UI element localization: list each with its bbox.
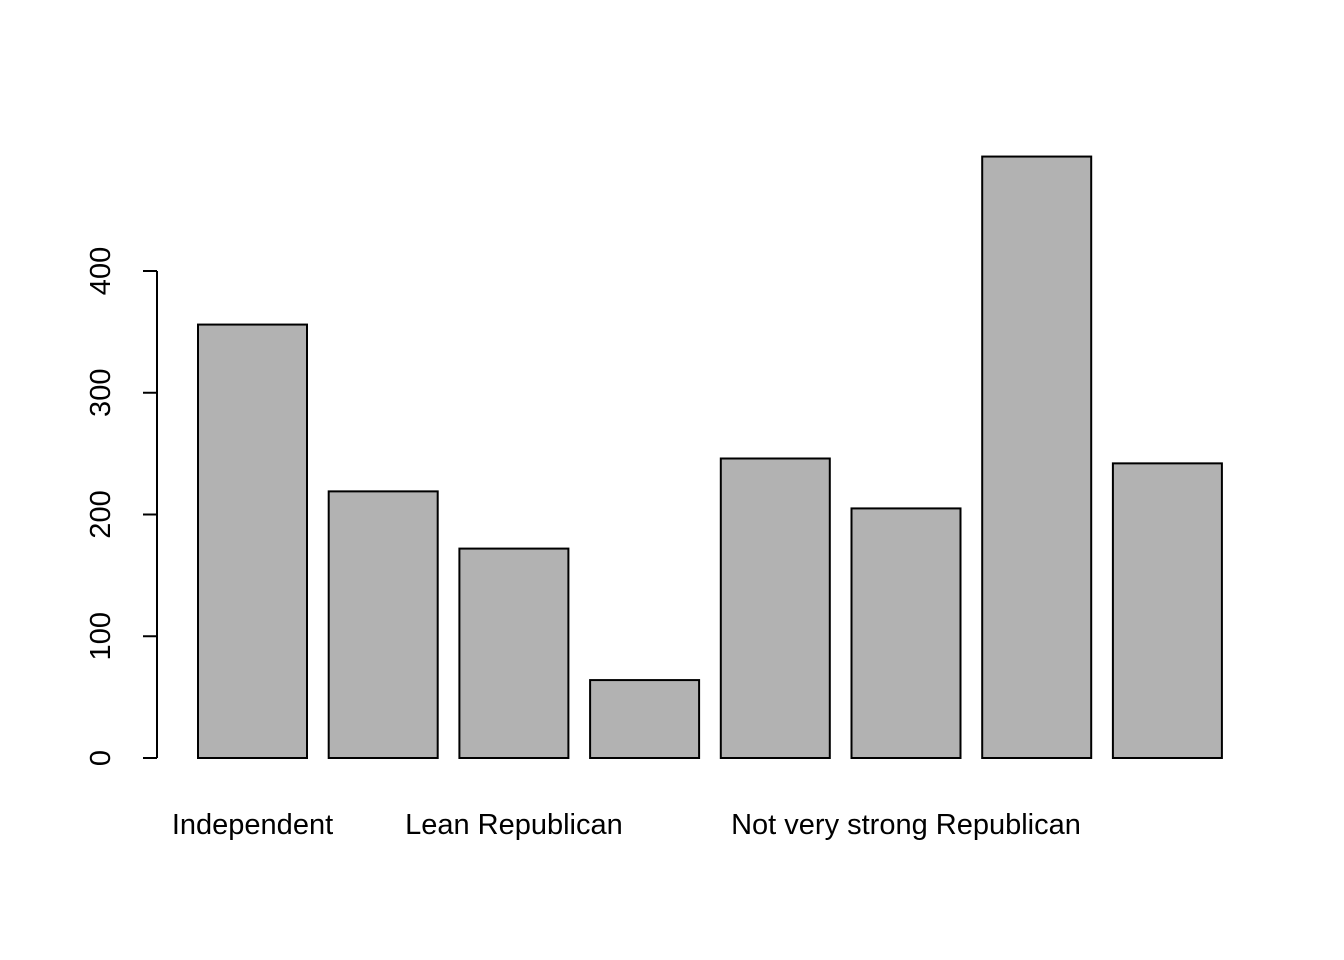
bar — [981, 155, 1093, 759]
bar — [1111, 462, 1223, 759]
bar — [197, 323, 308, 759]
y-tick-label: 400 — [85, 247, 117, 295]
bar — [719, 457, 831, 759]
bar — [327, 490, 439, 759]
bar — [458, 547, 570, 760]
x-tick-label: Independent — [172, 809, 333, 841]
y-tick-label: 200 — [85, 490, 117, 538]
bar — [589, 679, 701, 760]
bar — [850, 507, 962, 759]
y-tick-label: 300 — [85, 369, 117, 417]
y-tick-label: 0 — [85, 750, 117, 766]
y-tick-label: 100 — [85, 612, 117, 660]
x-tick-label: Not very strong Republican — [731, 809, 1081, 841]
x-tick-label: Lean Republican — [405, 809, 623, 841]
